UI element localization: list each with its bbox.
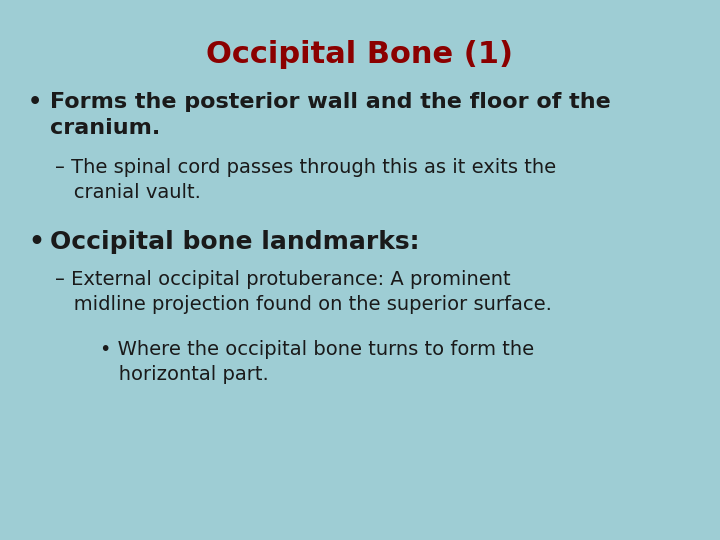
- Text: •: •: [28, 92, 42, 112]
- Text: • Where the occipital bone turns to form the
   horizontal part.: • Where the occipital bone turns to form…: [100, 340, 534, 384]
- Text: Forms the posterior wall and the floor of the
cranium.: Forms the posterior wall and the floor o…: [50, 92, 611, 138]
- Text: •: •: [28, 230, 44, 254]
- Text: – The spinal cord passes through this as it exits the
   cranial vault.: – The spinal cord passes through this as…: [55, 158, 556, 202]
- Text: Occipital Bone (1): Occipital Bone (1): [207, 40, 513, 69]
- Text: – External occipital protuberance: A prominent
   midline projection found on th: – External occipital protuberance: A pro…: [55, 270, 552, 314]
- Text: Occipital bone landmarks:: Occipital bone landmarks:: [50, 230, 420, 254]
